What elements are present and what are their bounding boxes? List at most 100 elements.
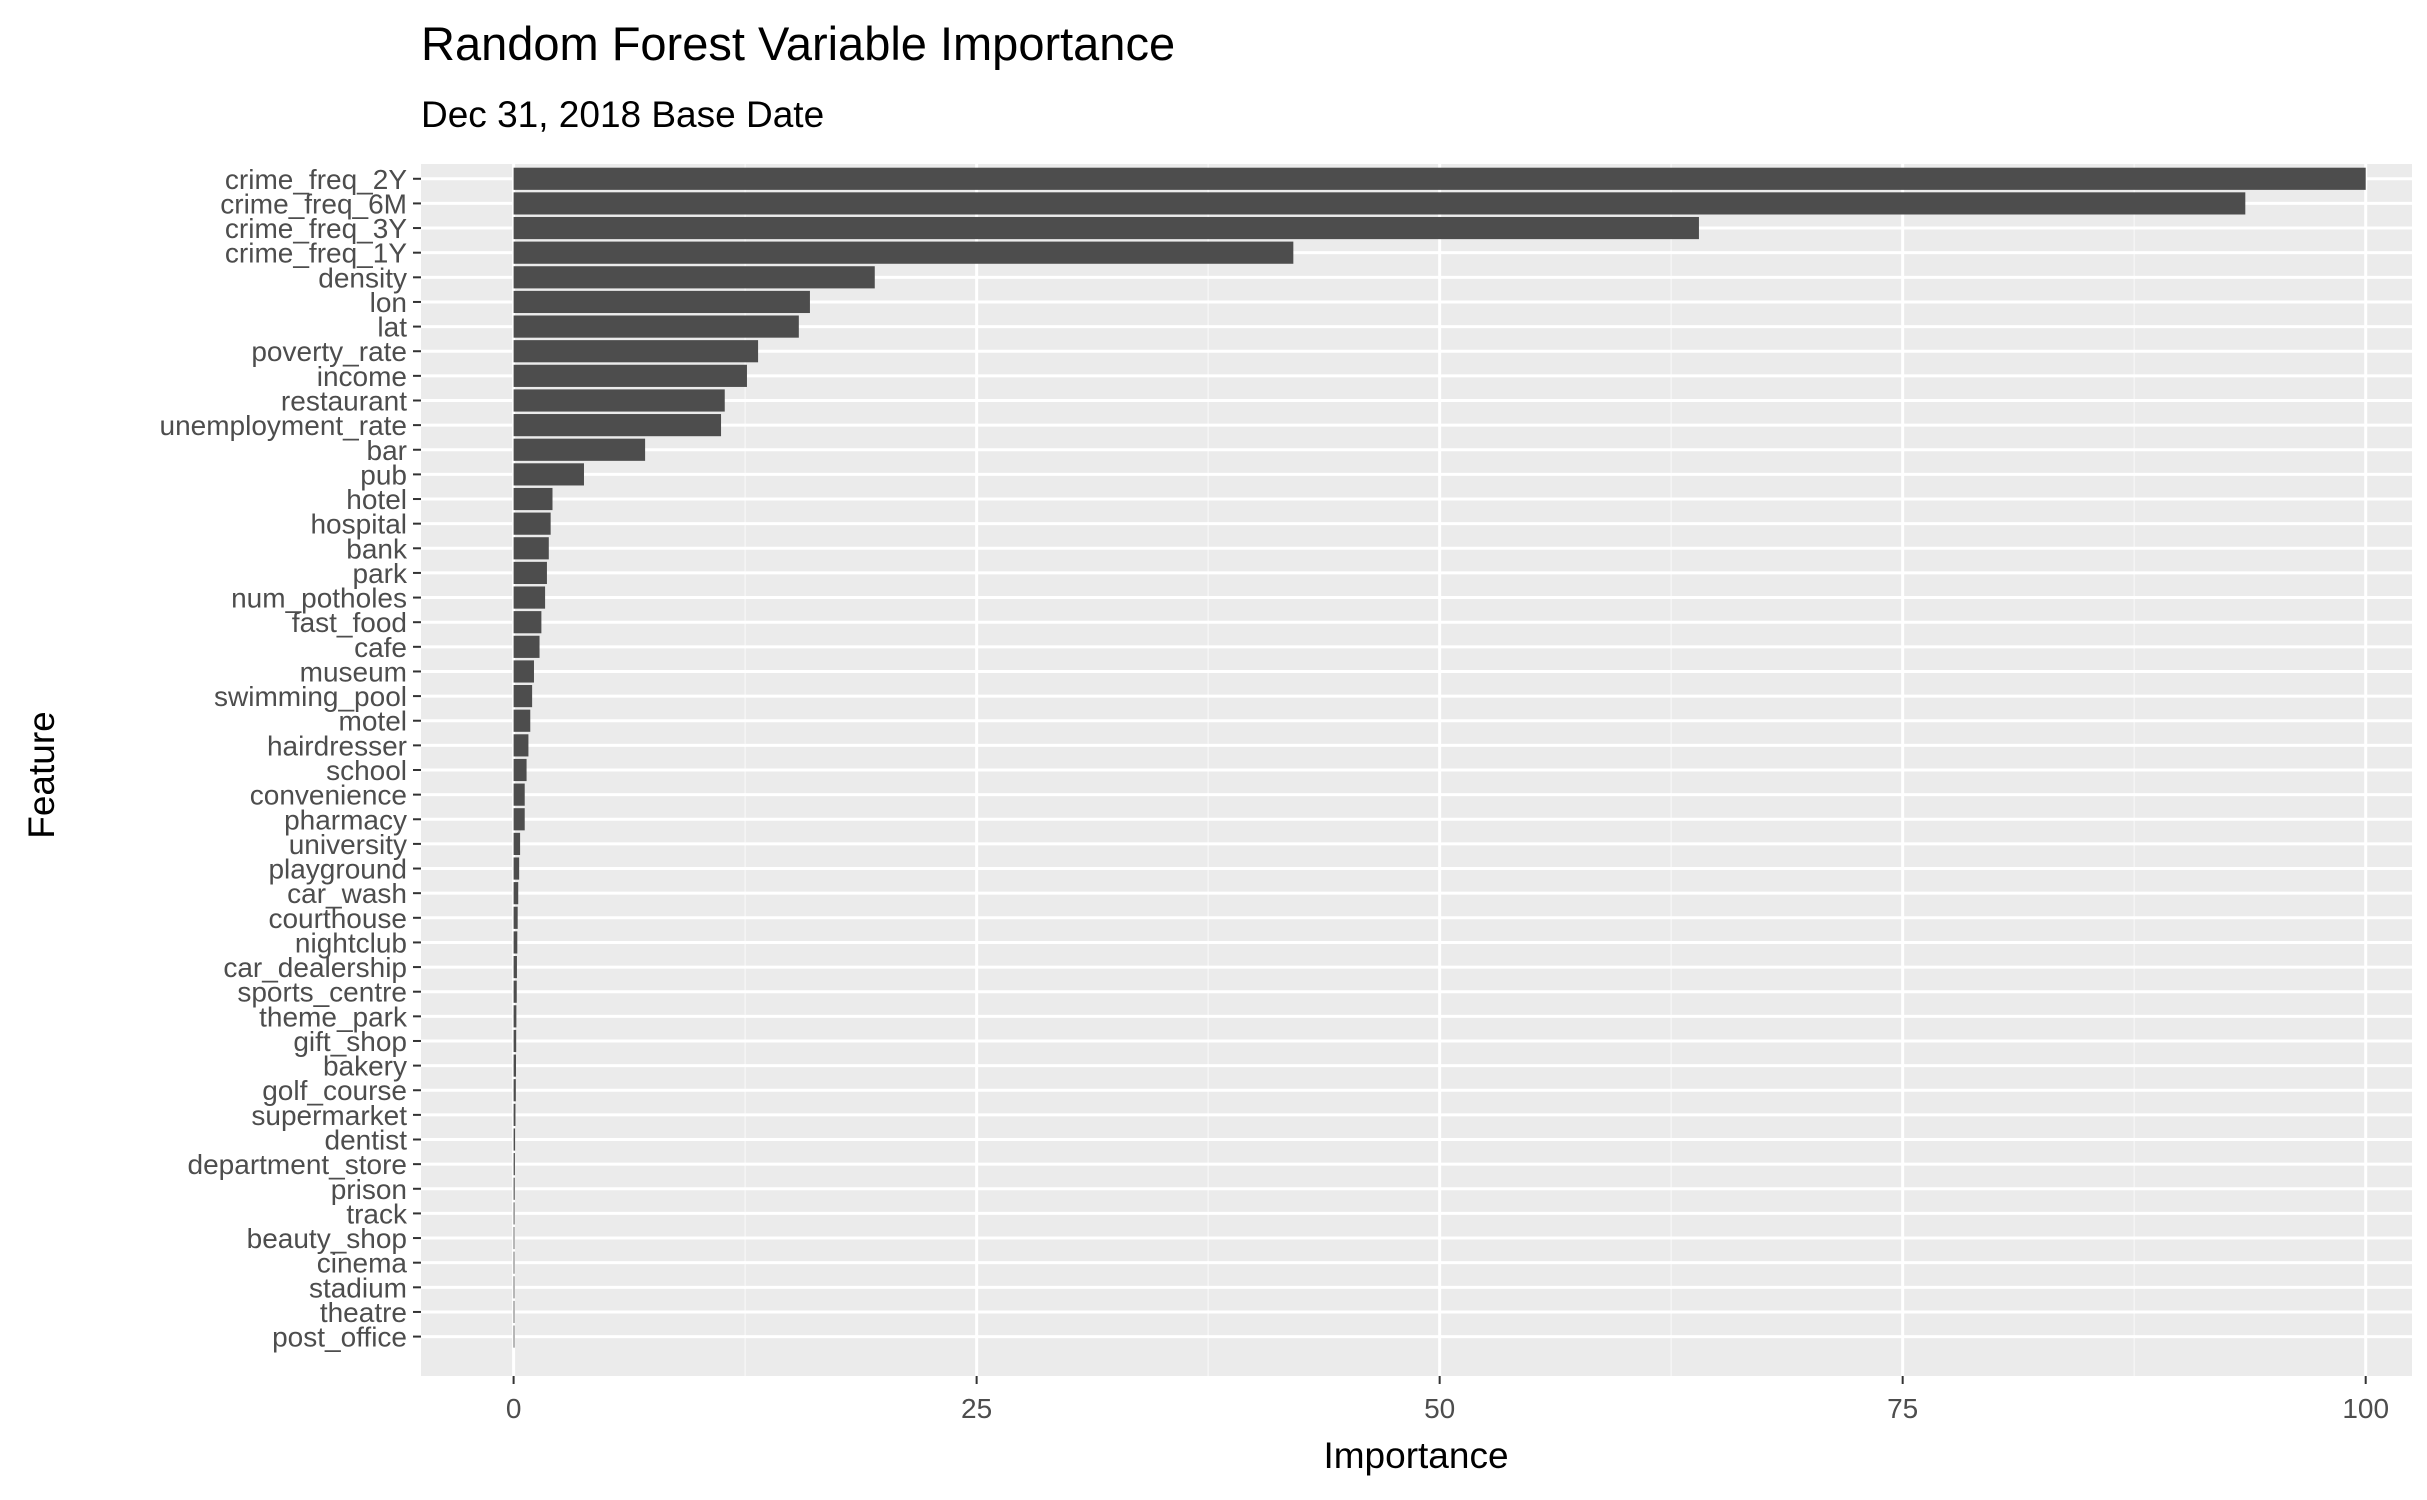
y-tick-label: theatre — [320, 1297, 407, 1328]
y-tick-label: fast_food — [292, 607, 407, 638]
y-tick-label: car_dealership — [223, 952, 407, 983]
bar-cafe — [513, 635, 540, 658]
y-tick-label: prison — [331, 1174, 407, 1205]
y-tick-label: stadium — [309, 1272, 407, 1303]
y-tick-label: motel — [339, 706, 407, 737]
bar-supermarket — [513, 1103, 516, 1126]
bar-swimming_pool — [513, 685, 533, 708]
bar-prison — [513, 1177, 515, 1200]
bar-courthouse — [513, 906, 518, 929]
y-tick-label: cinema — [317, 1248, 408, 1279]
bar-university — [513, 832, 521, 855]
y-tick-label: restaurant — [281, 385, 407, 416]
y-tick-label: pharmacy — [284, 804, 407, 835]
bar-car_wash — [513, 882, 519, 905]
y-tick-label: post_office — [272, 1322, 407, 1353]
y-tick-label: crime_freq_3Y — [225, 213, 407, 244]
bar-unemployment_rate — [513, 414, 722, 437]
bar-income — [513, 364, 747, 387]
bar-pub — [513, 463, 584, 486]
bar-hospital — [513, 512, 551, 535]
y-tick-label: courthouse — [268, 903, 407, 934]
x-tick-label: 100 — [2342, 1393, 2389, 1424]
y-tick-label: poverty_rate — [251, 336, 407, 367]
y-tick-label: pub — [360, 459, 407, 490]
y-tick-label: playground — [268, 854, 407, 885]
chart-title: Random Forest Variable Importance — [421, 17, 1175, 70]
y-tick-label: convenience — [250, 780, 407, 811]
bar-theme_park — [513, 1005, 517, 1028]
bar-fast_food — [513, 611, 542, 634]
bar-bank — [513, 537, 549, 560]
x-tick-label: 75 — [1887, 1393, 1918, 1424]
y-tick-label: museum — [300, 656, 407, 687]
bar-lon — [513, 290, 810, 314]
y-tick-label: bar — [367, 435, 407, 466]
bar-golf_course — [513, 1079, 516, 1102]
bar-restaurant — [513, 389, 725, 412]
y-tick-label: lon — [370, 287, 407, 318]
y-tick-label: crime_freq_1Y — [225, 238, 407, 269]
y-tick-label: hotel — [346, 484, 407, 515]
y-tick-label: department_store — [188, 1149, 407, 1180]
bar-bakery — [513, 1054, 517, 1077]
bar-dentist — [513, 1128, 516, 1151]
bar-crime_freq_3Y — [513, 216, 1699, 240]
bars — [513, 167, 2366, 1348]
y-tick-label: sports_centre — [237, 977, 407, 1008]
y-tick-label: bank — [346, 533, 408, 564]
bar-hotel — [513, 487, 553, 511]
bar-sports_centre — [513, 980, 517, 1003]
bar-school — [513, 758, 527, 782]
y-tick-label: income — [317, 361, 407, 392]
bar-motel — [513, 709, 531, 732]
y-tick-label: beauty_shop — [247, 1223, 407, 1254]
x-axis-title: Importance — [1323, 1435, 1508, 1476]
bar-convenience — [513, 783, 525, 806]
y-tick-label: swimming_pool — [214, 681, 407, 712]
chart-subtitle: Dec 31, 2018 Base Date — [421, 94, 824, 135]
bar-beauty_shop — [513, 1226, 515, 1250]
y-tick-label: lat — [377, 312, 407, 343]
y-tick-label: park — [353, 558, 408, 589]
y-tick-label: gift_shop — [293, 1026, 407, 1057]
y-tick-label: nightclub — [295, 927, 407, 958]
y-tick-label: unemployment_rate — [160, 410, 407, 441]
bar-park — [513, 561, 547, 585]
y-tick-label: density — [318, 262, 407, 293]
bar-crime_freq_1Y — [513, 241, 1294, 264]
bar-stadium — [513, 1276, 515, 1299]
bar-nightclub — [513, 931, 518, 954]
y-tick-label: car_wash — [287, 878, 407, 909]
bar-lat — [513, 315, 799, 338]
y-tick-label: crime_freq_2Y — [225, 164, 407, 195]
bar-bar — [513, 438, 646, 461]
bar-department_store — [513, 1153, 515, 1176]
bar-pharmacy — [513, 808, 525, 831]
bar-cinema — [513, 1251, 515, 1274]
y-tick-label: golf_course — [262, 1075, 407, 1106]
y-tick-label: school — [326, 755, 407, 786]
bar-density — [513, 266, 875, 289]
x-axis: 0 25 50 75 100 — [506, 1376, 2389, 1424]
y-tick-label: hospital — [310, 509, 407, 540]
y-tick-label: crime_freq_6M — [220, 188, 407, 219]
y-tick-label: supermarket — [251, 1100, 407, 1131]
bar-gift_shop — [513, 1029, 517, 1053]
bar-museum — [513, 660, 534, 683]
y-tick-label: cafe — [354, 632, 407, 663]
bar-poverty_rate — [513, 340, 759, 363]
bar-crime_freq_6M — [513, 192, 2246, 215]
bar-hairdresser — [513, 734, 529, 757]
bar-post_office — [513, 1325, 515, 1348]
bar-track — [513, 1202, 515, 1225]
y-axis-title: Feature — [21, 711, 62, 839]
y-tick-label: dentist — [325, 1125, 408, 1156]
bar-playground — [513, 857, 520, 880]
bar-crime_freq_2Y — [513, 167, 2366, 190]
bar-car_dealership — [513, 955, 517, 979]
x-tick-label: 50 — [1424, 1393, 1455, 1424]
x-tick-label: 25 — [961, 1393, 992, 1424]
y-tick-label: theme_park — [259, 1001, 408, 1032]
